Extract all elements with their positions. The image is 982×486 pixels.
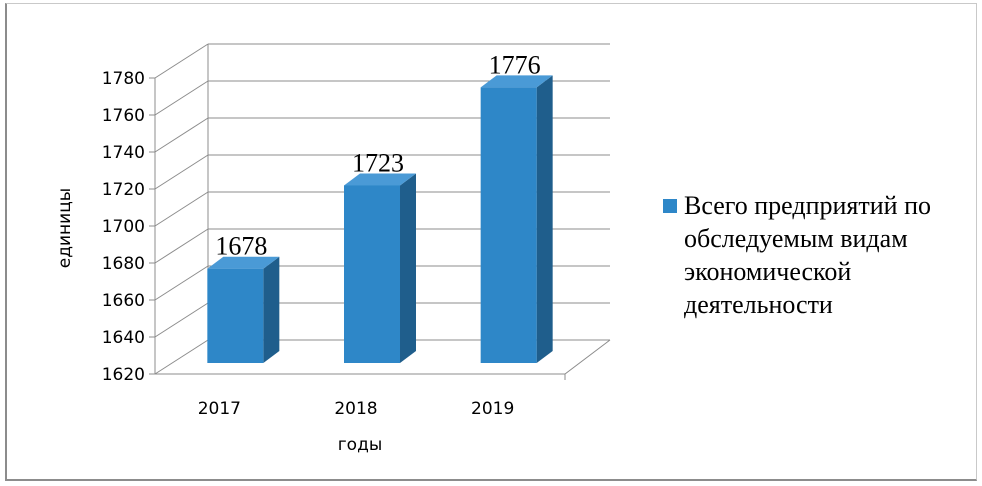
bar-2019 bbox=[480, 75, 553, 364]
side-gridline bbox=[154, 339, 209, 375]
legend-swatch bbox=[663, 199, 677, 213]
x-tick-label: 2019 bbox=[471, 399, 514, 419]
bar-front bbox=[344, 185, 400, 363]
y-tick-label: 1700 bbox=[102, 217, 145, 237]
legend-line: обследуемым видам bbox=[684, 224, 908, 253]
bar-side bbox=[263, 256, 280, 363]
axes: 1620 1640 1660 1680 1700 1720 1740 1760 1780 2017… bbox=[102, 69, 611, 419]
side-gridline bbox=[154, 43, 209, 79]
bar-front bbox=[207, 268, 264, 363]
x-axis-title: годы bbox=[338, 435, 383, 455]
bar-2018 bbox=[344, 173, 416, 363]
data-labels: 1678 1723 1776 bbox=[215, 50, 540, 260]
y-tick-label: 1780 bbox=[102, 69, 145, 89]
bar-front bbox=[480, 87, 537, 364]
side-gridline bbox=[154, 154, 209, 190]
side-gridline bbox=[154, 117, 209, 153]
data-label: 1678 bbox=[215, 232, 267, 261]
y-tick-label: 1660 bbox=[102, 291, 145, 311]
y-tick-label: 1760 bbox=[102, 106, 145, 126]
y-axis-title: единицы bbox=[55, 188, 75, 268]
bar-2017 bbox=[207, 256, 280, 363]
x-tick-label: 2017 bbox=[198, 399, 241, 419]
side-gridline bbox=[154, 265, 209, 301]
legend-line: Всего предприятий по bbox=[684, 191, 931, 220]
side-gridline bbox=[154, 302, 209, 338]
x-tick-label: 2018 bbox=[334, 399, 377, 419]
legend-line: деятельности bbox=[684, 290, 833, 319]
bars bbox=[207, 75, 553, 364]
bar-top bbox=[344, 173, 416, 186]
data-label: 1776 bbox=[489, 50, 541, 79]
y-tick-label: 1680 bbox=[102, 254, 145, 274]
y-tick-label: 1640 bbox=[102, 328, 145, 348]
legend-line: экономической bbox=[684, 257, 851, 286]
bar-side bbox=[536, 75, 553, 364]
y-tick-label: 1740 bbox=[102, 143, 145, 163]
bar-top bbox=[207, 256, 280, 269]
side-gridline bbox=[154, 228, 209, 264]
bar-top bbox=[480, 75, 553, 88]
bar-side bbox=[400, 173, 416, 363]
legend: Всего предприятий по обследуемым видам э… bbox=[663, 191, 931, 319]
y-tick-label: 1620 bbox=[102, 365, 145, 385]
y-tick-label: 1720 bbox=[102, 180, 145, 200]
side-gridline bbox=[154, 191, 209, 227]
data-label: 1723 bbox=[352, 148, 404, 177]
side-gridline bbox=[154, 80, 209, 116]
